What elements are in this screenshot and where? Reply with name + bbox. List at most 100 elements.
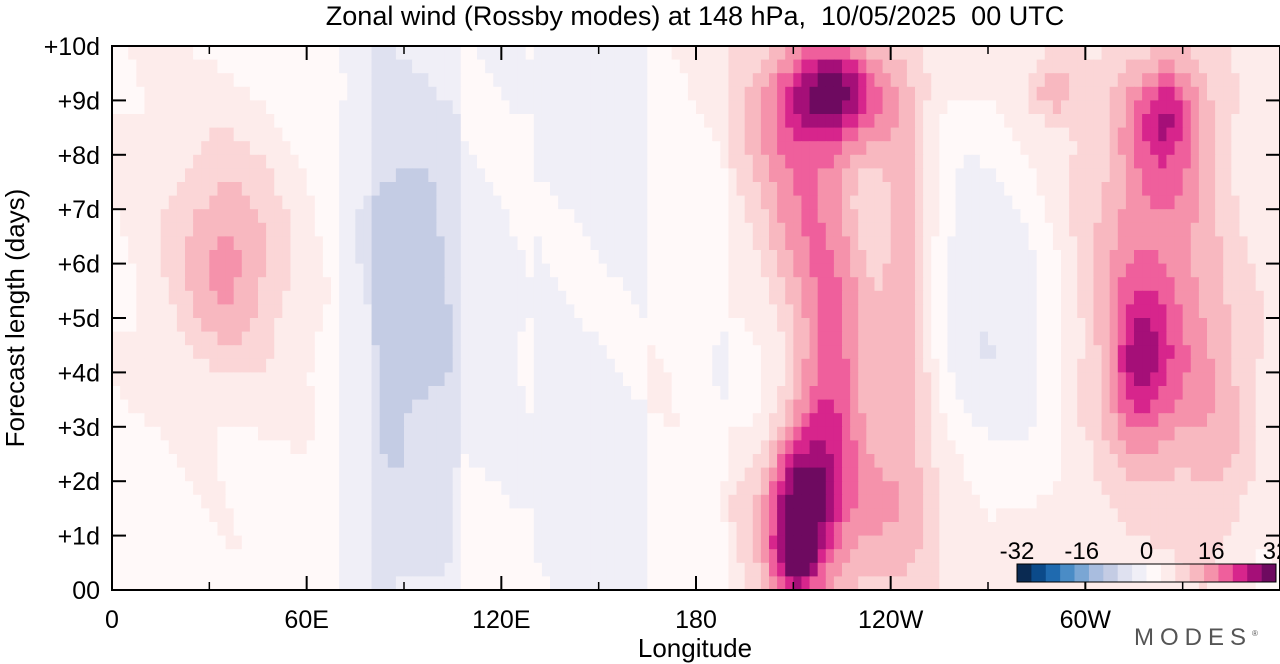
field-cell	[906, 236, 916, 251]
field-cell	[720, 426, 730, 441]
field-cell	[209, 345, 219, 360]
field-cell	[760, 318, 770, 333]
field-cell	[971, 250, 981, 265]
field-cell	[477, 467, 486, 482]
field-cell	[720, 141, 730, 156]
field-cell	[971, 358, 981, 373]
field-cell	[1012, 454, 1022, 469]
field-cell	[1231, 494, 1241, 509]
field-cell	[533, 413, 543, 428]
field-cell	[331, 481, 340, 496]
field-cell	[939, 331, 949, 346]
field-cell	[1020, 358, 1030, 373]
field-cell	[1117, 236, 1127, 251]
field-cell	[696, 141, 705, 156]
field-cell	[882, 290, 892, 305]
field-cell	[387, 304, 397, 319]
field-cell	[996, 222, 1005, 237]
field-cell	[655, 481, 665, 496]
field-cell	[168, 59, 178, 74]
field-cell	[801, 399, 811, 414]
field-cell	[404, 100, 413, 115]
field-cell	[566, 372, 575, 387]
field-cell	[201, 399, 210, 414]
field-cell	[655, 413, 665, 428]
field-cell	[217, 114, 227, 129]
field-cell	[647, 73, 657, 88]
field-cell	[866, 100, 876, 115]
field-cell	[209, 277, 219, 292]
field-cell	[525, 209, 535, 224]
field-cell	[760, 86, 770, 101]
field-cell	[996, 209, 1005, 224]
field-cell	[533, 114, 543, 129]
field-cell	[1044, 494, 1054, 509]
field-cell	[314, 73, 324, 88]
field-cell	[193, 263, 202, 278]
field-cell	[712, 46, 721, 61]
field-cell	[1247, 195, 1257, 210]
field-cell	[152, 413, 162, 428]
field-cell	[1125, 46, 1135, 61]
field-cell	[558, 127, 567, 142]
field-cell	[850, 236, 859, 251]
field-cell	[582, 318, 592, 333]
field-cell	[468, 467, 478, 482]
field-cell	[606, 154, 616, 169]
field-cell	[144, 372, 154, 387]
field-cell	[509, 263, 519, 278]
field-cell	[193, 73, 202, 88]
field-cell	[533, 263, 543, 278]
field-cell	[290, 236, 300, 251]
field-cell	[842, 127, 851, 142]
field-cell	[1077, 426, 1086, 441]
field-cell	[209, 454, 219, 469]
field-cell	[509, 222, 519, 237]
field-cell	[1271, 73, 1280, 88]
field-cell	[1012, 372, 1022, 387]
field-cell	[1052, 100, 1062, 115]
field-cell	[1093, 277, 1103, 292]
field-cell	[550, 168, 559, 183]
field-cell	[979, 73, 989, 88]
field-cell	[1117, 426, 1127, 441]
field-cell	[1239, 182, 1249, 197]
field-cell	[274, 440, 283, 455]
field-cell	[582, 168, 592, 183]
field-cell	[1069, 154, 1078, 169]
field-cell	[696, 426, 705, 441]
field-cell	[801, 372, 811, 387]
field-cell	[1150, 127, 1159, 142]
field-cell	[112, 413, 121, 428]
field-cell	[314, 290, 324, 305]
field-cell	[501, 195, 511, 210]
field-cell	[606, 182, 616, 197]
field-cell	[882, 440, 892, 455]
field-cell	[866, 413, 876, 428]
field-cell	[468, 141, 478, 156]
field-cell	[1207, 413, 1216, 428]
field-cell	[744, 386, 754, 401]
field-cell	[558, 86, 567, 101]
field-cell	[501, 73, 511, 88]
field-cell	[736, 195, 746, 210]
field-cell	[793, 114, 803, 129]
field-cell	[517, 345, 527, 360]
field-cell	[736, 467, 746, 482]
field-cell	[777, 59, 786, 74]
field-cell	[387, 413, 397, 428]
field-cell	[460, 168, 470, 183]
field-cell	[631, 263, 640, 278]
field-cell	[1190, 331, 1200, 346]
field-cell	[647, 46, 657, 61]
field-cell	[1142, 114, 1151, 129]
field-cell	[842, 358, 851, 373]
field-cell	[428, 73, 438, 88]
field-cell	[1247, 386, 1257, 401]
field-cell	[736, 399, 746, 414]
field-cell	[1020, 372, 1030, 387]
field-cell	[687, 141, 697, 156]
field-cell	[290, 454, 300, 469]
field-cell	[1069, 209, 1078, 224]
